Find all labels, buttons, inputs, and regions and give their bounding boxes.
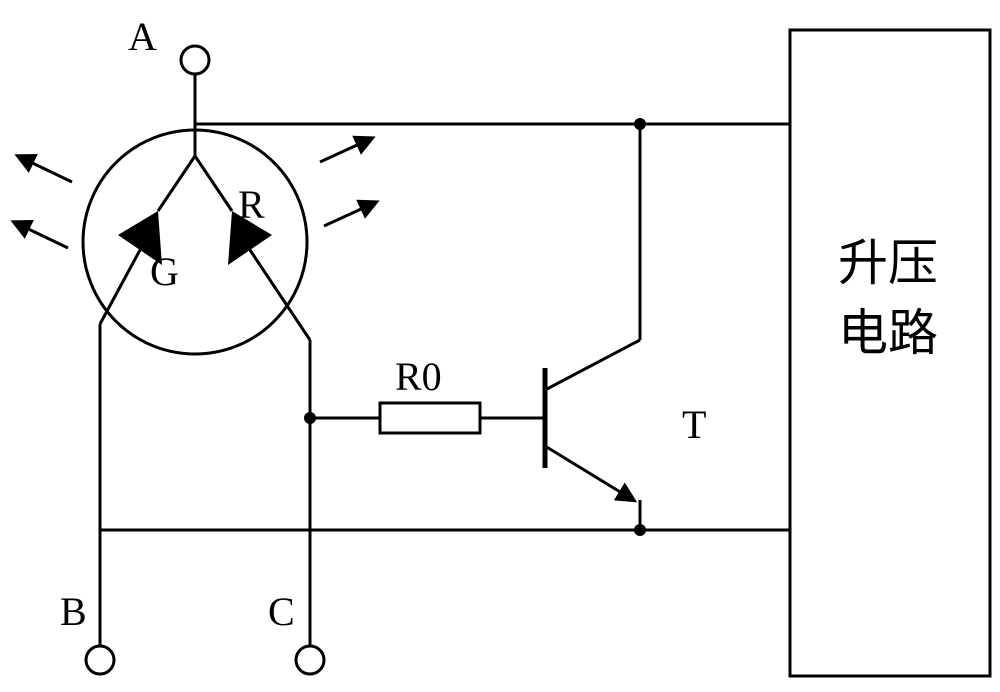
terminal-b <box>86 646 114 674</box>
emit-arrow-1 <box>22 158 72 182</box>
terminal-c <box>296 646 324 674</box>
transistor-emitter <box>545 446 630 498</box>
led-g-wire-upper <box>158 156 195 211</box>
terminal-c-label: C <box>268 589 295 634</box>
emit-arrow-3 <box>320 140 368 162</box>
terminal-b-label: B <box>60 589 87 634</box>
node-emitter-bottom <box>634 524 646 536</box>
resistor-r0-label: R0 <box>395 354 442 399</box>
emit-arrow-4 <box>324 204 372 226</box>
led-r-wire-upper <box>195 156 232 211</box>
transistor-t-label: T <box>682 402 706 447</box>
led-envelope <box>83 130 307 354</box>
circuit-diagram: 升压 电路 A B C G R R0 <box>0 0 1000 692</box>
node-collector-top <box>634 118 646 130</box>
resistor-r0 <box>380 403 480 433</box>
terminal-a <box>181 46 209 74</box>
boost-circuit-label-line1: 升压 <box>838 235 938 291</box>
led-r-label: R <box>238 182 265 227</box>
terminal-a-label: A <box>128 14 157 59</box>
led-g-label: G <box>150 249 179 294</box>
transistor-collector <box>545 340 640 390</box>
emit-arrow-2 <box>18 224 68 248</box>
led-r-wire-lower <box>250 250 310 340</box>
boost-circuit-label-line2: 电路 <box>838 305 938 361</box>
led-g-wire-lower <box>100 250 140 324</box>
